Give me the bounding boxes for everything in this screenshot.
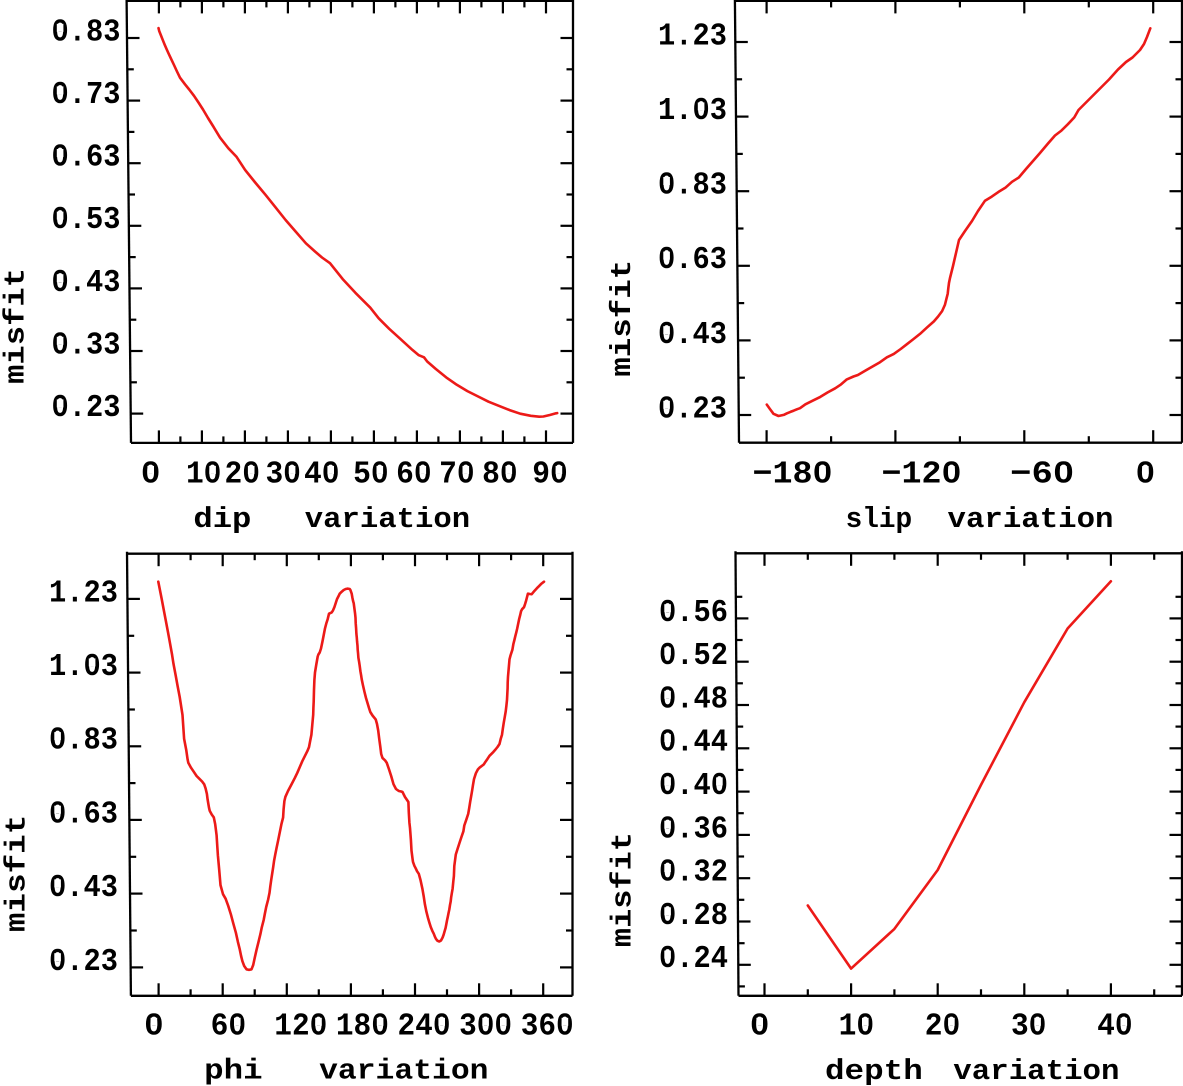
svg-text:360: 360 [521, 1009, 574, 1044]
svg-text:90: 90 [532, 458, 568, 493]
svg-text:0.48: 0.48 [659, 682, 728, 717]
svg-text:30: 30 [265, 458, 301, 493]
svg-text:20: 20 [925, 1009, 961, 1044]
svg-text:30: 30 [1011, 1009, 1047, 1044]
svg-text:1.03: 1.03 [658, 94, 727, 129]
svg-text:0.43: 0.43 [52, 266, 121, 301]
svg-text:50: 50 [353, 458, 389, 493]
svg-text:0.83: 0.83 [49, 724, 118, 759]
svg-text:variation: variation [948, 503, 1114, 536]
svg-text:0: 0 [1136, 458, 1156, 493]
svg-text:0.53: 0.53 [52, 203, 121, 238]
svg-text:180: 180 [336, 1009, 389, 1044]
svg-text:0.52: 0.52 [659, 639, 728, 674]
svg-text:0.63: 0.63 [52, 141, 121, 176]
svg-text:0: 0 [750, 1009, 770, 1044]
svg-text:0.43: 0.43 [658, 318, 727, 353]
svg-text:0.36: 0.36 [659, 812, 728, 847]
svg-text:0.33: 0.33 [52, 328, 121, 363]
svg-text:10: 10 [186, 458, 222, 493]
svg-text:0.23: 0.23 [658, 392, 727, 427]
svg-text:0.63: 0.63 [49, 797, 118, 832]
svg-text:20: 20 [225, 458, 261, 493]
svg-text:dip: dip [193, 503, 251, 536]
svg-text:0.23: 0.23 [52, 391, 121, 426]
svg-text:0: 0 [141, 458, 161, 493]
svg-text:10: 10 [839, 1009, 875, 1044]
svg-text:240: 240 [398, 1009, 451, 1044]
svg-text:0.40: 0.40 [659, 769, 728, 804]
svg-text:1.23: 1.23 [658, 19, 727, 54]
svg-text:0.44: 0.44 [659, 726, 728, 761]
svg-text:slip: slip [846, 503, 913, 536]
svg-text:misfit: misfit [0, 815, 33, 933]
svg-text:variation: variation [305, 503, 470, 536]
svg-text:0.73: 0.73 [52, 78, 121, 113]
svg-text:0.23: 0.23 [49, 945, 118, 980]
svg-text:0.83: 0.83 [52, 15, 121, 50]
svg-text:70: 70 [439, 458, 475, 493]
svg-text:misfit: misfit [0, 268, 32, 384]
svg-text:misfit: misfit [606, 260, 639, 377]
svg-text:−120: −120 [882, 458, 962, 493]
svg-text:300: 300 [459, 1009, 512, 1044]
svg-text:−180: −180 [753, 458, 833, 493]
svg-text:0.56: 0.56 [659, 596, 728, 631]
svg-text:0.28: 0.28 [659, 899, 728, 934]
svg-text:−60: −60 [1010, 458, 1074, 493]
svg-text:misfit: misfit [606, 832, 639, 947]
svg-text:60: 60 [211, 1009, 247, 1044]
svg-text:0.43: 0.43 [49, 871, 118, 906]
svg-text:0.24: 0.24 [659, 942, 728, 977]
svg-text:depth: depth [825, 1055, 923, 1086]
svg-text:variation: variation [953, 1055, 1119, 1086]
svg-text:40: 40 [304, 458, 340, 493]
svg-text:80: 80 [482, 458, 518, 493]
svg-text:0: 0 [144, 1009, 164, 1044]
svg-text:120: 120 [274, 1009, 327, 1044]
svg-text:40: 40 [1097, 1009, 1133, 1044]
svg-text:0.32: 0.32 [659, 856, 728, 891]
svg-text:phi: phi [204, 1055, 263, 1086]
svg-text:1.03: 1.03 [49, 650, 118, 685]
svg-text:60: 60 [396, 458, 432, 493]
svg-text:0.63: 0.63 [658, 243, 727, 278]
svg-text:1.23: 1.23 [49, 576, 118, 611]
svg-text:0.83: 0.83 [658, 169, 727, 204]
svg-text:variation: variation [319, 1055, 488, 1086]
